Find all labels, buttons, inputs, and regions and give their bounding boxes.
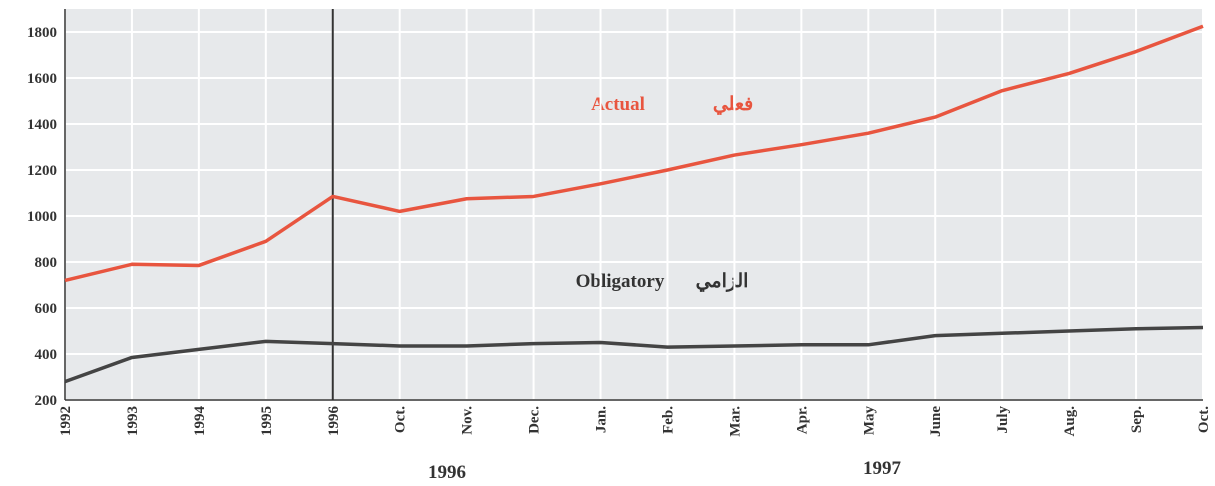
- y-tick-label: 1000: [27, 209, 57, 225]
- x-tick-label: Sep.: [1129, 406, 1145, 433]
- x-tick-label: Mar.: [727, 406, 743, 437]
- y-tick-label: 1200: [27, 163, 57, 179]
- x-tick-label: July: [995, 406, 1011, 434]
- group-label: 1996: [428, 462, 466, 483]
- y-tick-label: 400: [35, 347, 58, 363]
- y-tick-label: 1400: [27, 117, 57, 133]
- x-tick-label: Nov.: [460, 406, 476, 435]
- y-tick-label: 800: [35, 255, 58, 271]
- annotation: Actual: [591, 94, 645, 115]
- y-tick-label: 1800: [27, 25, 57, 41]
- x-tick-label: Aug.: [1062, 406, 1078, 437]
- line: [64, 325, 1204, 384]
- y-tick-label: 1600: [27, 71, 57, 87]
- x-tick-label: 1994: [192, 406, 208, 437]
- y-tick-label: 600: [35, 301, 58, 317]
- x-tick-label: Feb.: [660, 406, 676, 434]
- x-tick-label: 1992: [58, 406, 74, 436]
- x-tick-label: Oct.: [393, 406, 409, 433]
- x-tick-label: Oct.: [1196, 406, 1212, 433]
- line: [64, 24, 1204, 283]
- x-tick-label: June: [928, 406, 944, 437]
- annotation: فعلي: [713, 94, 753, 116]
- x-tick-label: 1995: [259, 406, 275, 436]
- annotation: Obligatory: [576, 271, 665, 292]
- x-tick-label: Dec.: [527, 406, 543, 434]
- x-tick-label: Apr.: [794, 406, 810, 434]
- x-tick-label: 1996: [326, 406, 342, 437]
- group-label: 1997: [863, 458, 902, 479]
- x-tick-label: 1993: [125, 406, 141, 436]
- x-tick-label: Jan.: [594, 406, 610, 433]
- y-tick-label: 200: [35, 393, 58, 409]
- plot-background: [65, 9, 1203, 400]
- x-tick-label: May: [861, 406, 877, 436]
- annotation: الزامي: [696, 271, 749, 293]
